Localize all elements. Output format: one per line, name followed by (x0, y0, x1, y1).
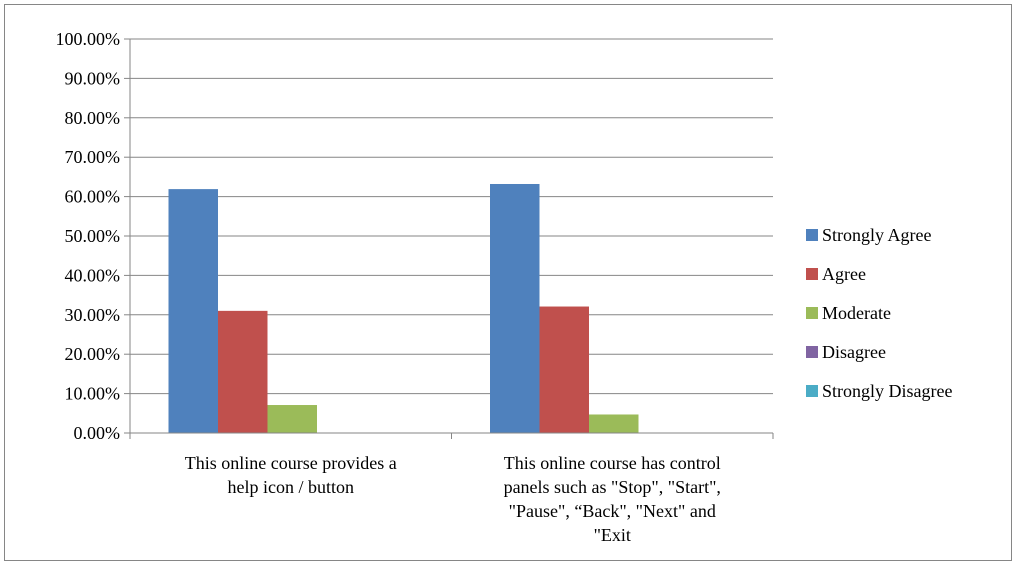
x-category-label: This online course provides a (185, 453, 397, 473)
y-tick-label: 20.00% (65, 344, 121, 364)
category-labels: This online course provides a help icon /… (185, 453, 721, 545)
y-tick-label: 70.00% (65, 147, 121, 167)
y-tick-label: 10.00% (65, 384, 121, 404)
bar (168, 189, 218, 433)
legend-swatch (806, 385, 818, 397)
legend-label: Strongly Agree (822, 225, 932, 245)
y-tick-label: 100.00% (56, 29, 121, 49)
legend-label: Agree (822, 264, 866, 284)
x-category-label: "Exit (594, 525, 631, 545)
legend-label: Moderate (822, 303, 891, 323)
y-tick-label: 30.00% (65, 305, 121, 325)
bar (589, 414, 639, 433)
bars (168, 183, 639, 433)
x-category-label: This online course has control (504, 453, 721, 473)
bar (490, 183, 540, 433)
y-tick-label: 60.00% (65, 187, 121, 207)
bar (267, 405, 317, 433)
legend-label: Strongly Disagree (822, 381, 952, 401)
legend-label: Disagree (822, 342, 886, 362)
y-tick-label: 50.00% (65, 226, 121, 246)
legend-swatch (806, 268, 818, 280)
legend-swatch (806, 307, 818, 319)
legend: Strongly Agree Agree Moderate Disagree Stron… (806, 225, 952, 401)
y-tick-labels: 0.00% 10.00% 20.00% 30.00% 40.00% 50.00% 60.00… (56, 29, 121, 443)
legend-swatch (806, 346, 818, 358)
y-tick-label: 80.00% (65, 108, 121, 128)
bar (539, 306, 589, 433)
legend-swatch (806, 229, 818, 241)
x-category-label: "Pause", “Back", "Next" and (509, 501, 716, 521)
x-category-label: help icon / button (228, 477, 354, 497)
y-tick-label: 90.00% (65, 68, 121, 88)
x-category-label: panels such as "Stop", "Start", (504, 477, 721, 497)
y-tick-label: 40.00% (65, 265, 121, 285)
y-tick-label: 0.00% (74, 423, 121, 443)
bar (218, 310, 268, 433)
axes (124, 38, 774, 439)
